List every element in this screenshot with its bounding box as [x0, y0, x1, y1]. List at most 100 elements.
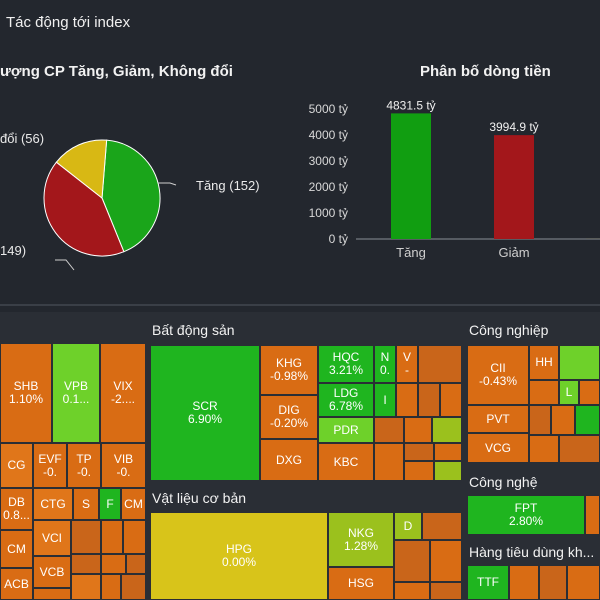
stock-symbol: HSG [347, 576, 374, 590]
stock-cell[interactable] [418, 383, 440, 417]
stock-cell[interactable] [404, 461, 434, 481]
stock-cell-d[interactable]: D [394, 512, 422, 540]
stock-cell[interactable] [394, 582, 430, 600]
stock-symbol: FPT [514, 501, 538, 515]
stock-cell[interactable] [101, 520, 123, 554]
stock-cell-vci[interactable]: VCI [33, 520, 71, 556]
stock-cell[interactable] [579, 380, 600, 405]
stock-cell-hpg[interactable]: HPG 0.00% [150, 512, 328, 600]
stock-cell-tp[interactable]: TP -0. [67, 443, 101, 488]
panel-title-cn[interactable]: Công nghiệp [469, 322, 549, 338]
panel-title-bds[interactable]: Bất động sản [152, 322, 235, 338]
stock-cell[interactable] [374, 417, 404, 443]
stock-cell-i[interactable]: I [374, 383, 396, 417]
stock-cell-vcb[interactable]: VCB [33, 556, 71, 588]
stock-cell-f[interactable]: F [99, 488, 121, 520]
bar-category-label: Tăng [396, 245, 426, 260]
stock-cell-cm[interactable]: CM [121, 488, 146, 520]
stock-cell-db[interactable]: DB 0.8... [0, 488, 33, 530]
stock-symbol: VPB [63, 379, 88, 393]
stock-cell[interactable] [422, 512, 462, 540]
stock-cell-dig[interactable]: DIG -0.20% [260, 395, 318, 439]
stock-symbol: LDG [333, 386, 359, 400]
stock-symbol: HH [535, 355, 553, 369]
treemap-panel-htd: TTF [467, 565, 600, 600]
stock-cell[interactable] [394, 540, 430, 582]
bar-category-label: Giảm [498, 245, 529, 260]
stock-cell-vpb[interactable]: VPB 0.1... [52, 343, 100, 443]
stock-cell[interactable] [430, 582, 462, 600]
stock-cell[interactable] [575, 405, 600, 435]
stock-cell[interactable] [585, 495, 600, 535]
stock-cell[interactable] [418, 345, 462, 383]
stock-cell[interactable] [559, 435, 600, 463]
stock-cell[interactable] [567, 565, 600, 600]
stock-cell[interactable] [434, 443, 462, 461]
stock-cell[interactable] [123, 520, 146, 554]
stock-cell-khg[interactable]: KHG -0.98% [260, 345, 318, 395]
stock-cell[interactable] [529, 435, 559, 463]
stock-cell-ttf[interactable]: TTF [467, 565, 509, 600]
stock-cell[interactable] [71, 554, 101, 574]
stock-cell-evf[interactable]: EVF -0. [33, 443, 67, 488]
stock-cell[interactable] [430, 540, 462, 582]
stock-cell[interactable] [551, 405, 575, 435]
stock-cell[interactable] [559, 345, 600, 380]
stock-cell-cg[interactable]: CG [0, 443, 33, 488]
stock-cell-fpt[interactable]: FPT 2.80% [467, 495, 585, 535]
pie-leader-up [158, 182, 177, 186]
stock-cell-scr[interactable]: SCR 6.90% [150, 345, 260, 481]
stock-cell-hh[interactable]: HH [529, 345, 559, 380]
stock-cell[interactable] [33, 588, 71, 600]
stock-cell-cii[interactable]: CII -0.43% [467, 345, 529, 405]
stock-cell-nkg[interactable]: NKG 1.28% [328, 512, 394, 567]
stock-symbol: DIG [278, 403, 300, 417]
stock-cell-pdr[interactable]: PDR [318, 417, 374, 443]
stock-cell-shb[interactable]: SHB 1.10% [0, 343, 52, 443]
stock-cell-vcg[interactable]: VCG [467, 433, 529, 463]
stock-cell-kbc[interactable]: KBC [318, 443, 374, 481]
stock-cell[interactable] [539, 565, 567, 600]
stock-cell[interactable] [374, 443, 404, 481]
stock-cell[interactable] [434, 461, 462, 481]
stock-symbol: VIB [113, 451, 134, 466]
stock-cell[interactable] [71, 574, 101, 600]
panel-title-htd[interactable]: Hàng tiêu dùng kh... [469, 544, 595, 560]
stock-cell-hsg[interactable]: HSG [328, 567, 394, 600]
stock-cell[interactable] [404, 417, 432, 443]
stock-cell[interactable] [101, 574, 121, 600]
stock-cell-hqc[interactable]: HQC 3.21% [318, 345, 374, 383]
stock-cell[interactable] [529, 380, 559, 405]
stock-change: -0. [116, 464, 131, 479]
bar-0 [391, 113, 431, 239]
stock-cell-n[interactable]: N 0. [374, 345, 396, 383]
stock-cell-pvt[interactable]: PVT [467, 405, 529, 433]
stock-cell-dxg[interactable]: DXG [260, 439, 318, 481]
stock-cell[interactable] [126, 554, 146, 574]
stock-cell[interactable] [509, 565, 539, 600]
stock-cell-v[interactable]: V- [396, 345, 418, 383]
stock-cell[interactable] [432, 417, 462, 443]
stock-cell[interactable] [71, 520, 101, 554]
panel-title-vlcb[interactable]: Vật liệu cơ bản [152, 490, 247, 506]
stock-cell-vib[interactable]: VIB -0. [101, 443, 146, 488]
stock-cell-cm[interactable]: CM [0, 530, 33, 568]
stock-cell[interactable] [440, 383, 462, 417]
stock-cell-ctg[interactable]: CTG [33, 488, 73, 520]
stock-cell[interactable] [404, 443, 434, 461]
stock-symbol: DXG [275, 452, 302, 467]
stock-cell[interactable] [121, 574, 146, 600]
tab-title[interactable]: Tác động tới index [6, 14, 131, 31]
stock-cell-ldg[interactable]: LDG 6.78% [318, 383, 374, 417]
stock-cell-l[interactable]: L [559, 380, 579, 405]
stock-cell-vix[interactable]: VIX -2.... [100, 343, 146, 443]
stock-symbol: CM [124, 496, 143, 511]
stock-cell-acb[interactable]: ACB [0, 568, 33, 600]
stock-change: -0. [42, 464, 57, 479]
stock-cell[interactable] [396, 383, 418, 417]
stock-cell[interactable] [101, 554, 126, 574]
stock-symbol: VCB [39, 564, 65, 579]
stock-cell-s[interactable]: S [73, 488, 99, 520]
panel-title-cng[interactable]: Công nghệ [469, 474, 538, 490]
stock-cell[interactable] [529, 405, 551, 435]
